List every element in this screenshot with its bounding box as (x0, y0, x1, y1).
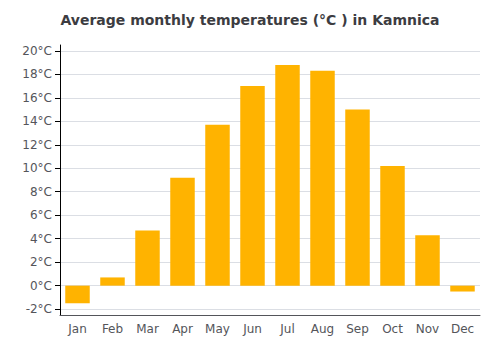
svg-text:2°C: 2°C (30, 255, 52, 269)
svg-text:18°C: 18°C (22, 67, 52, 81)
svg-text:Aug: Aug (311, 322, 334, 336)
svg-text:Average monthly temperatures (: Average monthly temperatures (°C ) in Ka… (60, 12, 439, 28)
svg-text:20°C: 20°C (22, 44, 52, 58)
svg-text:16°C: 16°C (22, 91, 52, 105)
svg-text:14°C: 14°C (22, 114, 52, 128)
svg-text:-2°C: -2°C (26, 302, 52, 316)
svg-text:4°C: 4°C (30, 232, 52, 246)
svg-text:Oct: Oct (382, 322, 403, 336)
svg-text:0°C: 0°C (30, 279, 52, 293)
svg-text:Sep: Sep (346, 322, 369, 336)
svg-text:Mar: Mar (136, 322, 159, 336)
svg-text:May: May (205, 322, 230, 336)
svg-text:Jul: Jul (279, 322, 294, 336)
svg-text:6°C: 6°C (30, 208, 52, 222)
svg-text:Apr: Apr (172, 322, 193, 336)
svg-text:Feb: Feb (102, 322, 123, 336)
svg-text:12°C: 12°C (22, 138, 52, 152)
svg-text:Nov: Nov (416, 322, 439, 336)
svg-text:Jan: Jan (67, 322, 87, 336)
svg-text:Dec: Dec (451, 322, 474, 336)
svg-text:8°C: 8°C (30, 185, 52, 199)
svg-text:Jun: Jun (242, 322, 262, 336)
svg-text:10°C: 10°C (22, 161, 52, 175)
